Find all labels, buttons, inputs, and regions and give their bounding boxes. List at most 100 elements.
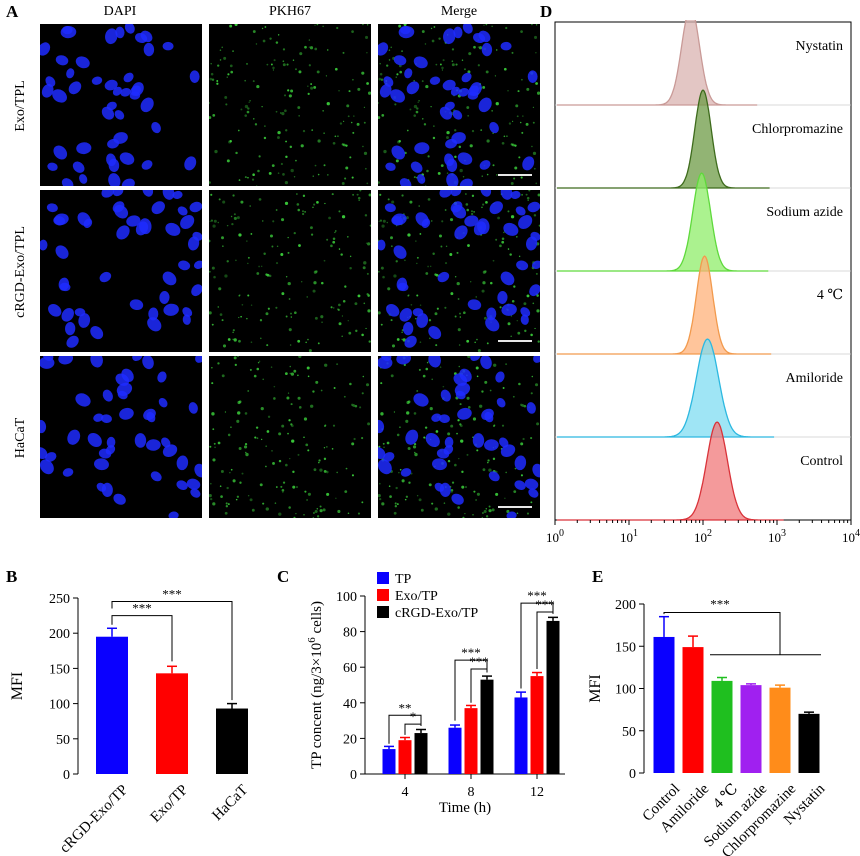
chart-c-legend-swatch-0 <box>377 572 389 584</box>
micrograph-pkh67-row-1 <box>209 24 371 186</box>
chart-c-sig-4 <box>520 602 554 689</box>
chart-b-bar-1 <box>156 673 188 774</box>
chart-e-bar-5 <box>798 713 820 773</box>
chart-c-y-tick-label: 0 <box>350 768 357 783</box>
histogram-2 <box>557 172 769 272</box>
chart-c-sig-1-label: * <box>410 709 417 724</box>
chart-c-bar-0-2 <box>414 733 428 774</box>
chart-c-bar-0-1 <box>398 740 412 774</box>
micrograph-dapi-row-3 <box>40 356 202 518</box>
chart-c-legend-swatch-2 <box>377 606 389 618</box>
flow-cytometry-histograms: Nystatin Chlorpromazine Sodium azide 4 ℃ Ami… <box>546 20 860 545</box>
chart-b-y-tick-label: 150 <box>49 662 70 677</box>
chart-c-ylabel: TP concent (ng/3×106 cells) <box>306 601 325 769</box>
chart-c-bar-0-0 <box>382 749 396 774</box>
micrograph-merge-row-3 <box>378 356 540 518</box>
chart-c-y-tick-label: 100 <box>336 590 357 605</box>
chart-e-bar-4 <box>769 687 791 773</box>
chart-c-y-tick-label: 80 <box>343 626 357 641</box>
chart-b-y-tick-label: 200 <box>49 627 70 642</box>
chart-c-sig-2 <box>454 659 488 721</box>
panel-e-letter: E <box>592 567 603 586</box>
chart-c-legend-label-1: Exo/TP <box>395 589 438 604</box>
chart-e-y-tick-label: 50 <box>622 725 636 740</box>
chart-c-sig-0-label: ** <box>399 700 412 715</box>
chart-c-sig-5 <box>536 611 554 669</box>
x-tick-label-4: 104 <box>842 528 860 545</box>
chart-c-x-label-1: 8 <box>468 785 475 800</box>
chart-b-y-tick-label: 0 <box>63 768 70 783</box>
chart-c-sig-0 <box>388 714 422 744</box>
chart-c-sig-5-label: *** <box>535 597 555 612</box>
chart-c: C 0 20 40 60 80 100 TP concent (ng/3×106 cells)… <box>277 567 565 816</box>
chart-c-bar-2-2 <box>546 620 560 774</box>
chart-c-bar-1-1 <box>464 708 478 774</box>
chart-c-y-tick-label: 40 <box>343 697 357 712</box>
chart-c-x-label-0: 4 <box>402 785 409 800</box>
chart-c-bar-1-0 <box>448 727 462 774</box>
chart-e-y-tick-label: 100 <box>615 683 636 698</box>
histogram-3 <box>557 255 772 355</box>
micrograph-pkh67-row-3 <box>209 356 371 518</box>
histogram-label-4: Amiloride <box>785 371 843 386</box>
histogram-label-2: Sodium azide <box>766 205 843 220</box>
chart-c-y-tick-label: 20 <box>343 732 357 747</box>
chart-c-bar-1-2 <box>480 679 494 774</box>
micrograph-pkh67-row-2 <box>209 190 371 352</box>
x-tick-label-2: 102 <box>694 528 712 545</box>
chart-c-x-label-2: 12 <box>530 785 544 800</box>
scale-bar <box>498 506 532 508</box>
chart-e-y-tick-label: 200 <box>615 598 636 613</box>
panel-b-letter: B <box>6 567 17 586</box>
chart-b-sig-0-label: *** <box>132 601 152 616</box>
chart-b-ylabel: MFI <box>9 672 26 700</box>
panel-c-letter: C <box>277 567 289 586</box>
panel-a-letter: A <box>6 2 19 21</box>
chart-e-bar-2 <box>711 680 733 773</box>
x-tick-label-3: 103 <box>768 528 786 545</box>
chart-c-sig-2-label: *** <box>461 645 481 660</box>
chart-b-y-tick-label: 250 <box>49 592 70 607</box>
x-tick-label-1: 101 <box>620 528 638 545</box>
chart-b-sig-0 <box>111 615 173 662</box>
chart-c-bar-2-0 <box>514 697 528 774</box>
row-label-exo-tpl: Exo/TPL <box>13 80 28 132</box>
micrograph-dapi-row-1 <box>40 24 202 186</box>
column-header-merge: Merge <box>440 4 478 19</box>
row-label-crgd-exo-tpl: cRGD-Exo/TPL <box>13 226 28 318</box>
column-header-dapi: DAPI <box>103 4 137 19</box>
chart-c-legend-label-0: TP <box>395 572 412 587</box>
histogram-4 <box>557 338 775 438</box>
micrograph-dapi-row-2 <box>40 190 202 352</box>
column-header-pkh67: PKH67 <box>268 4 311 19</box>
x-tick-label-0: 100 <box>546 528 564 545</box>
chart-c-sig-3 <box>470 668 488 703</box>
histogram-5 <box>557 421 784 521</box>
chart-c-sig-1 <box>404 723 422 735</box>
histogram-label-5: Control <box>800 454 843 469</box>
chart-b-bar-2 <box>216 708 248 774</box>
chart-e-ylabel: MFI <box>587 674 604 702</box>
chart-e-bar-1 <box>682 647 704 773</box>
chart-b-x-label-1: Exo/TP <box>148 782 192 826</box>
micrograph-merge-row-2 <box>378 190 540 352</box>
scale-bar <box>498 174 532 176</box>
scale-bar <box>498 340 532 342</box>
histogram-label-1: Chlorpromazine <box>752 122 843 137</box>
chart-e-sig-label: *** <box>710 596 730 611</box>
chart-b-bar-0 <box>96 636 128 774</box>
chart-c-xlabel: Time (h) <box>439 800 491 816</box>
chart-c-y-tick-label: 60 <box>343 661 357 676</box>
row-label-hacat: HaCaT <box>13 417 28 459</box>
chart-b: B 0 50 100 150 200 250 MFI cRGD-Exo/TP Exo/TP HaCa… <box>6 567 251 856</box>
histogram-1 <box>557 89 770 189</box>
histogram-0 <box>557 20 758 106</box>
chart-b-sig-1 <box>111 601 233 701</box>
chart-b-sig-1-label: *** <box>162 587 182 602</box>
chart-b-y-tick-label: 100 <box>49 698 70 713</box>
chart-c-legend-swatch-1 <box>377 589 389 601</box>
chart-b-y-tick-label: 50 <box>56 733 70 748</box>
histogram-label-3: 4 ℃ <box>817 288 843 303</box>
chart-b-x-label-0: cRGD-Exo/TP <box>57 782 131 856</box>
